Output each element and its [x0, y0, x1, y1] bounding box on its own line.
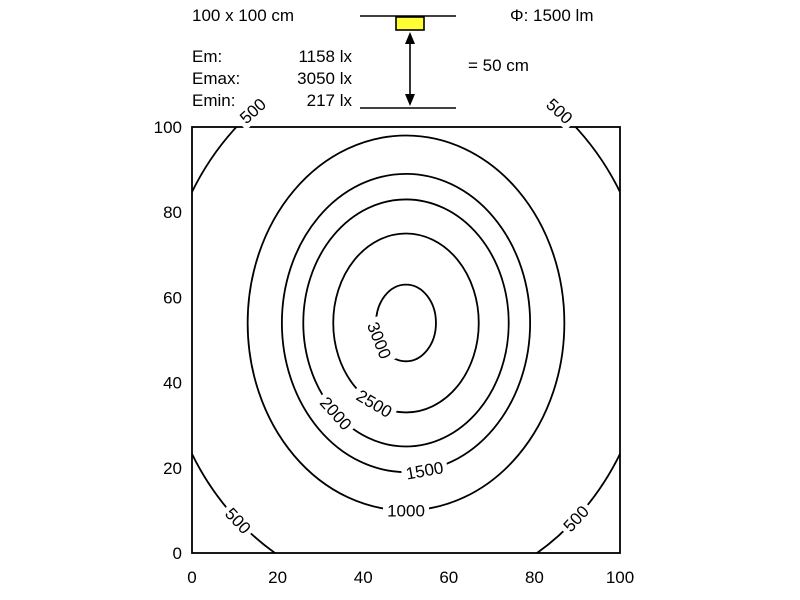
contour-label-bg [349, 383, 400, 424]
y-axis-ticks: 0 20 40 60 80 100 [154, 118, 182, 563]
luminaire-diagram [360, 15, 456, 109]
arrow-up-icon [405, 32, 415, 44]
stat-emin-value: 217 lx [306, 91, 352, 110]
x-tick-label: 20 [268, 568, 287, 587]
contour-label-3000: 3000 [363, 319, 395, 361]
distance-label: = 50 cm [468, 56, 529, 75]
contour-label-bg [313, 389, 359, 438]
x-tick-label: 0 [187, 568, 196, 587]
stat-emax-value: 3050 lx [297, 69, 352, 88]
contour-label-bg [218, 500, 258, 541]
contour-line-2000 [302, 198, 510, 448]
contour-label-bg [539, 91, 580, 131]
plot-frame [191, 126, 621, 554]
stat-em-value: 1158 lx [298, 47, 352, 66]
contour-lines [192, 127, 620, 553]
x-tick-label: 80 [525, 568, 544, 587]
contour-line-1500 [280, 172, 532, 473]
stat-emax-label: Emax: [192, 69, 241, 88]
stat-em-label: Em: [192, 47, 223, 66]
contour-label-bg [232, 91, 273, 131]
contour-label-bg [361, 315, 398, 366]
y-tick-label: 60 [163, 288, 182, 307]
flux-label: Φ: 1500 lm [510, 6, 594, 25]
contour-label-bg [556, 498, 596, 539]
y-tick-label: 0 [173, 544, 182, 563]
y-tick-label: 100 [154, 118, 182, 137]
x-tick-label: 40 [354, 568, 373, 587]
contour-label-bg [383, 500, 429, 521]
contour-label-bg [400, 456, 449, 485]
x-tick-label: 100 [606, 568, 634, 587]
contour-line-2500 [332, 232, 480, 414]
lamp-icon [395, 16, 425, 31]
x-axis-ticks: 0 20 40 60 80 100 [187, 568, 634, 587]
x-tick-label: 60 [439, 568, 458, 587]
contour-line-1000 [246, 134, 566, 512]
y-tick-label: 40 [163, 374, 182, 393]
y-tick-label: 20 [163, 459, 182, 478]
arrow-down-icon [405, 94, 415, 106]
y-tick-label: 80 [163, 203, 182, 222]
area-label: 100 x 100 cm [192, 6, 295, 25]
contour-label-1000: 1000 [387, 501, 425, 520]
stat-emin-label: Emin: [192, 91, 236, 110]
contour-label-1500: 1500 [404, 458, 445, 483]
